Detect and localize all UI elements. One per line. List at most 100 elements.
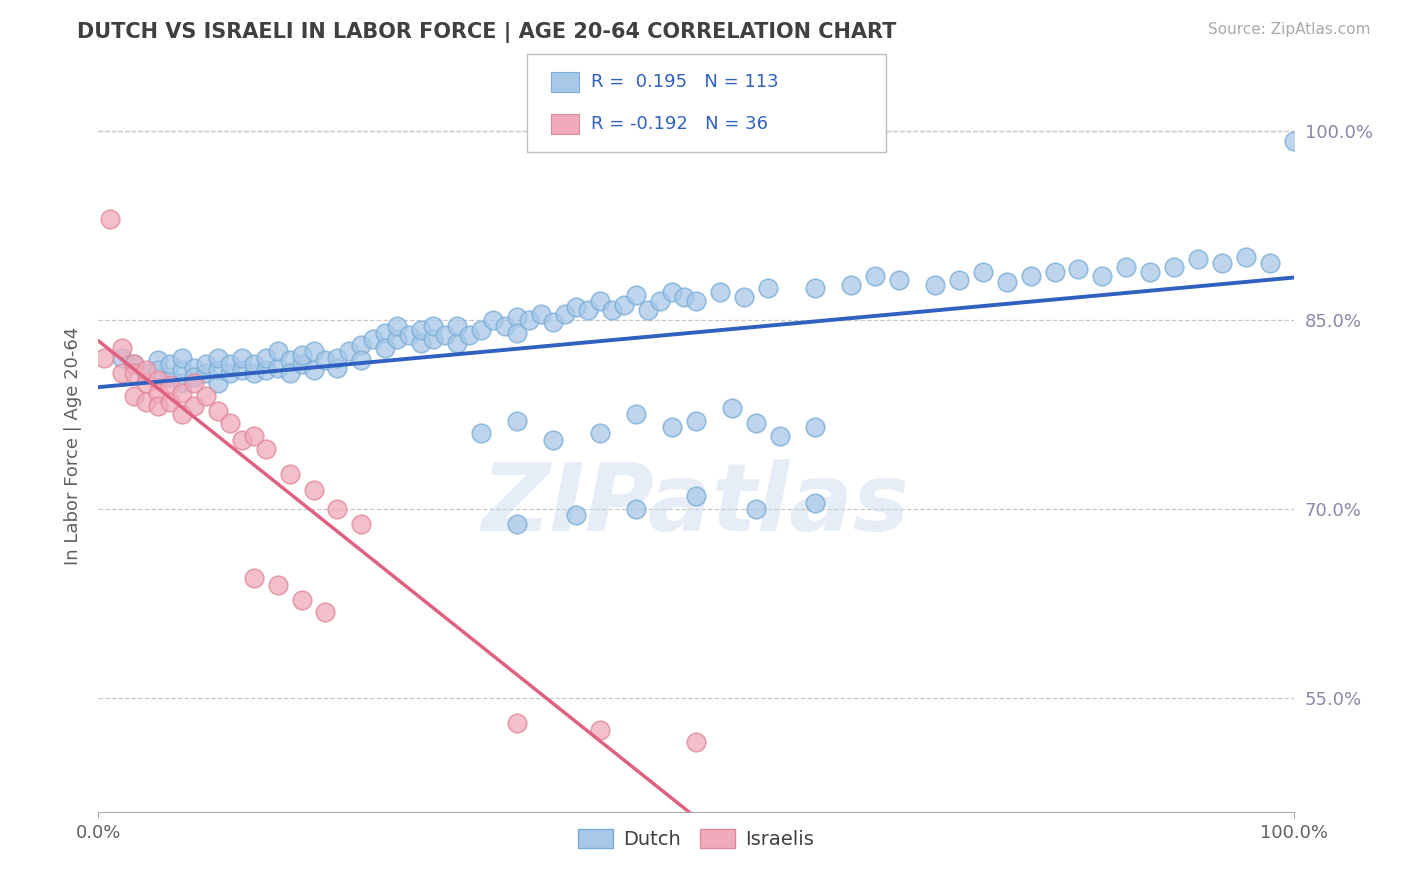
Point: [506, 414, 529, 428]
Point: [159, 369, 181, 384]
Point: [446, 319, 468, 334]
Point: [243, 357, 266, 371]
Point: [135, 366, 157, 380]
Point: [1115, 260, 1137, 274]
Legend: Dutch, Israelis: Dutch, Israelis: [571, 821, 821, 857]
Point: [135, 363, 157, 377]
Point: [243, 366, 266, 380]
Point: [673, 290, 696, 304]
Point: [207, 376, 229, 390]
Point: [350, 517, 373, 532]
Point: [363, 332, 385, 346]
Point: [267, 344, 290, 359]
Point: [554, 307, 576, 321]
Point: [685, 293, 707, 308]
Point: [278, 467, 301, 481]
Point: [219, 366, 242, 380]
Point: [254, 442, 277, 456]
Point: [148, 353, 170, 368]
Point: [1282, 134, 1305, 148]
Point: [350, 338, 373, 352]
Point: [565, 508, 588, 523]
Point: [948, 272, 970, 286]
Point: [111, 351, 134, 365]
Point: [243, 429, 266, 443]
Point: [207, 403, 229, 417]
Point: [1187, 252, 1209, 267]
Text: DUTCH VS ISRAELI IN LABOR FORCE | AGE 20-64 CORRELATION CHART: DUTCH VS ISRAELI IN LABOR FORCE | AGE 20…: [77, 22, 897, 44]
Point: [326, 360, 349, 375]
Point: [637, 302, 659, 317]
Point: [1091, 268, 1114, 283]
Point: [709, 285, 731, 300]
Point: [254, 351, 277, 365]
Text: R =  0.195   N = 113: R = 0.195 N = 113: [591, 73, 778, 91]
Point: [995, 275, 1018, 289]
Point: [506, 716, 529, 731]
Point: [1163, 260, 1185, 274]
Point: [148, 386, 170, 401]
Point: [98, 212, 122, 227]
Point: [613, 298, 636, 312]
Point: [589, 293, 612, 308]
Point: [231, 351, 253, 365]
Point: [434, 328, 457, 343]
Point: [804, 496, 827, 510]
Y-axis label: In Labor Force | Age 20-64: In Labor Force | Age 20-64: [63, 326, 82, 566]
Point: [111, 366, 134, 380]
Point: [302, 344, 325, 359]
Point: [326, 502, 349, 516]
Point: [841, 277, 863, 292]
Point: [124, 357, 146, 371]
Point: [626, 408, 648, 422]
Point: [411, 335, 433, 350]
Point: [124, 388, 146, 402]
Point: [972, 265, 994, 279]
Point: [195, 357, 218, 371]
Point: [541, 433, 564, 447]
Point: [385, 319, 409, 334]
Point: [172, 386, 194, 401]
Point: [159, 357, 181, 371]
Point: [398, 328, 420, 343]
Point: [159, 395, 181, 409]
Point: [243, 571, 266, 585]
Point: [756, 281, 779, 295]
Point: [565, 300, 588, 314]
Point: [648, 293, 672, 308]
Point: [183, 369, 205, 384]
Point: [721, 401, 744, 416]
Point: [207, 363, 229, 377]
Point: [148, 363, 170, 377]
Point: [506, 310, 529, 325]
Point: [804, 281, 827, 295]
Point: [302, 363, 325, 377]
Point: [1019, 268, 1042, 283]
Point: [231, 433, 253, 447]
Point: [470, 323, 492, 337]
Point: [661, 420, 683, 434]
Point: [1211, 256, 1233, 270]
Point: [470, 426, 492, 441]
Point: [172, 376, 194, 390]
Point: [339, 344, 361, 359]
Point: [685, 490, 707, 504]
Point: [350, 353, 373, 368]
Point: [541, 315, 564, 329]
Point: [458, 328, 481, 343]
Point: [267, 578, 290, 592]
Point: [195, 388, 218, 402]
Point: [278, 366, 301, 380]
Point: [626, 287, 648, 301]
Point: [374, 326, 396, 340]
Point: [1139, 265, 1161, 279]
Point: [768, 429, 790, 443]
Point: [183, 360, 205, 375]
Point: [481, 313, 505, 327]
Point: [172, 351, 194, 365]
Point: [626, 502, 648, 516]
Point: [93, 351, 115, 365]
Point: [530, 307, 553, 321]
Point: [172, 408, 194, 422]
Point: [135, 395, 157, 409]
